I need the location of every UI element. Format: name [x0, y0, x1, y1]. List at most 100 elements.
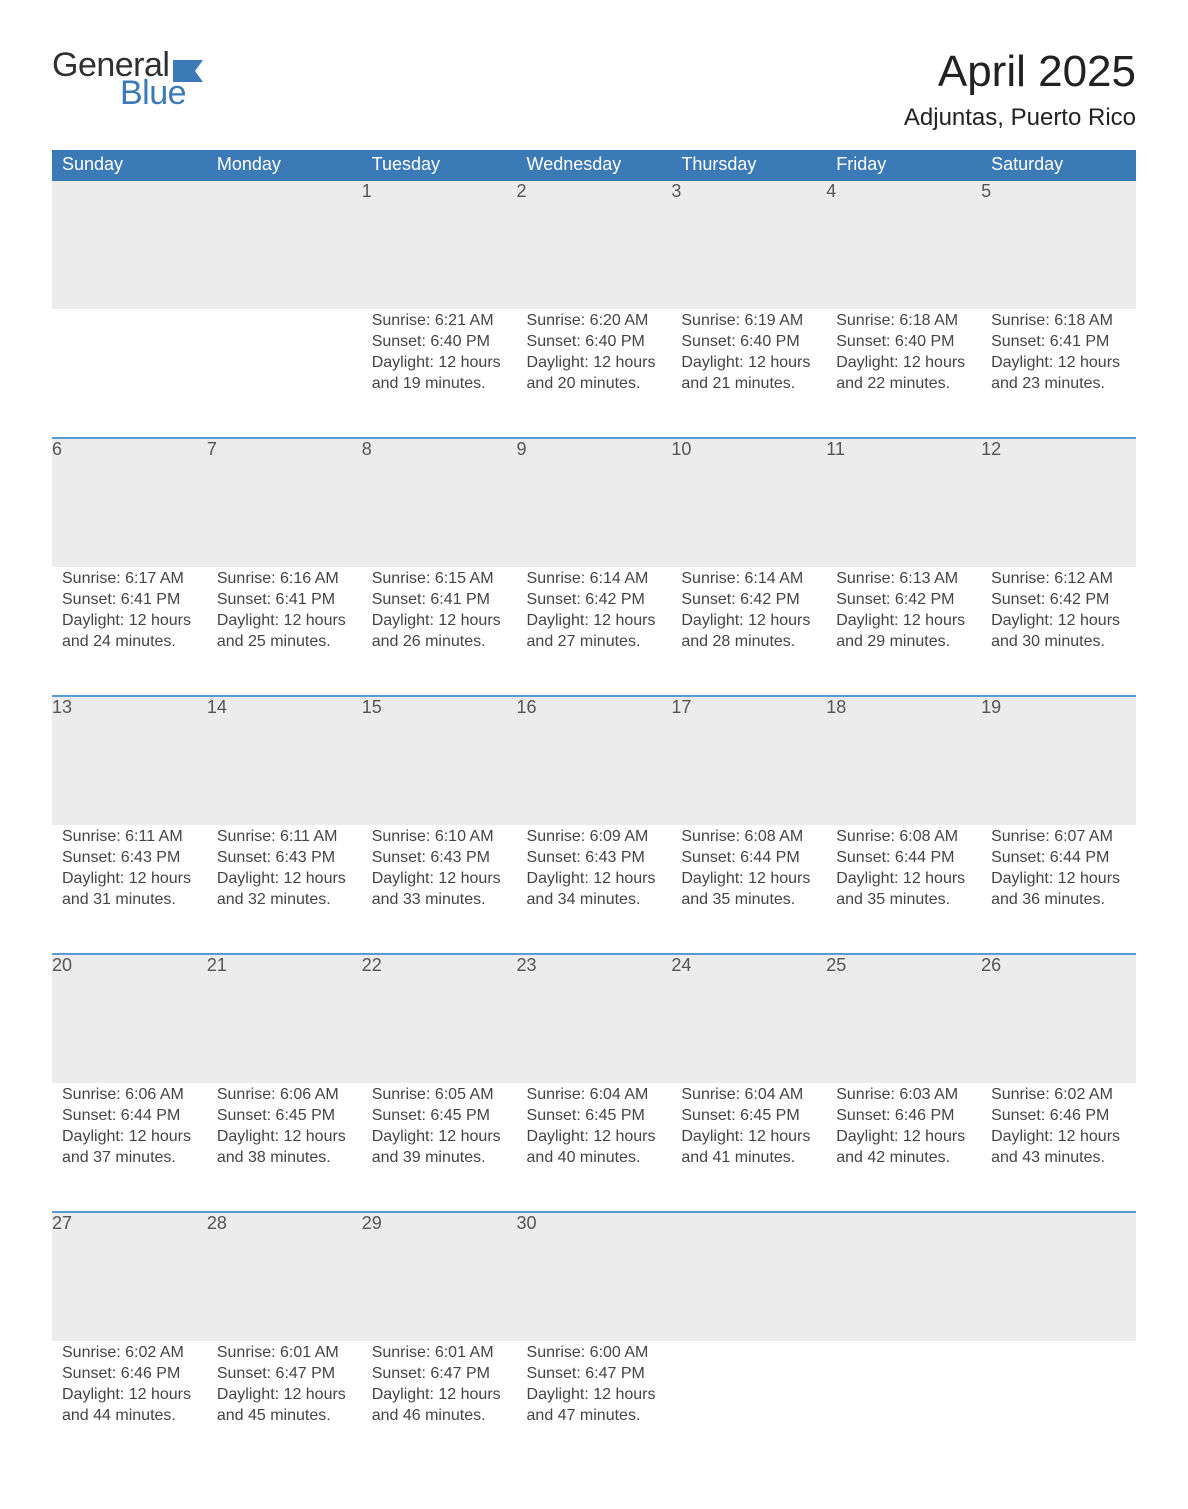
day-number: 9 — [517, 439, 672, 567]
day-number: 15 — [362, 697, 517, 825]
sunrise-text: Sunrise: 6:16 AM — [217, 569, 352, 590]
header-row: General Blue April 2025 Adjuntas, Puerto… — [52, 48, 1136, 132]
weekday-header-row: Sunday Monday Tuesday Wednesday Thursday… — [52, 150, 1136, 181]
sunset-text: Sunset: 6:43 PM — [527, 848, 662, 869]
day-cell: Sunrise: 6:18 AMSunset: 6:41 PMDaylight:… — [981, 309, 1136, 437]
day-cell: Sunrise: 6:04 AMSunset: 6:45 PMDaylight:… — [671, 1083, 826, 1211]
weekday-header: Monday — [207, 150, 362, 181]
sunrise-text: Sunrise: 6:05 AM — [372, 1085, 507, 1106]
weekday-header: Friday — [826, 150, 981, 181]
day-number: 11 — [826, 439, 981, 567]
sunrise-text: Sunrise: 6:18 AM — [991, 311, 1126, 332]
day-number: 29 — [362, 1213, 517, 1341]
day-number: 12 — [981, 439, 1136, 567]
sunset-text: Sunset: 6:43 PM — [217, 848, 352, 869]
sunset-text: Sunset: 6:40 PM — [836, 332, 971, 353]
day-cell: Sunrise: 6:09 AMSunset: 6:43 PMDaylight:… — [517, 825, 672, 953]
day-number: 3 — [671, 181, 826, 309]
day-cell: Sunrise: 6:14 AMSunset: 6:42 PMDaylight:… — [671, 567, 826, 695]
sunrise-text: Sunrise: 6:09 AM — [527, 827, 662, 848]
sunset-text: Sunset: 6:45 PM — [527, 1106, 662, 1127]
daylight-text: Daylight: 12 hours and 46 minutes. — [372, 1385, 507, 1427]
day-cell: Sunrise: 6:07 AMSunset: 6:44 PMDaylight:… — [981, 825, 1136, 953]
title-block: April 2025 Adjuntas, Puerto Rico — [904, 48, 1136, 132]
brand-logo: General Blue — [52, 48, 203, 110]
day-number: 8 — [362, 439, 517, 567]
day-cell — [207, 309, 362, 437]
daylight-text: Daylight: 12 hours and 41 minutes. — [681, 1127, 816, 1169]
day-cell: Sunrise: 6:08 AMSunset: 6:44 PMDaylight:… — [671, 825, 826, 953]
daylight-text: Daylight: 12 hours and 45 minutes. — [217, 1385, 352, 1427]
day-cell: Sunrise: 6:18 AMSunset: 6:40 PMDaylight:… — [826, 309, 981, 437]
day-number: 28 — [207, 1213, 362, 1341]
day-cell: Sunrise: 6:01 AMSunset: 6:47 PMDaylight:… — [362, 1341, 517, 1469]
daylight-text: Daylight: 12 hours and 43 minutes. — [991, 1127, 1126, 1169]
sunrise-text: Sunrise: 6:12 AM — [991, 569, 1126, 590]
sunset-text: Sunset: 6:47 PM — [217, 1364, 352, 1385]
daylight-text: Daylight: 12 hours and 29 minutes. — [836, 611, 971, 653]
sunset-text: Sunset: 6:40 PM — [681, 332, 816, 353]
day-number: 13 — [52, 697, 207, 825]
sunrise-text: Sunrise: 6:19 AM — [681, 311, 816, 332]
daylight-text: Daylight: 12 hours and 35 minutes. — [681, 869, 816, 911]
sunrise-text: Sunrise: 6:13 AM — [836, 569, 971, 590]
day-number: 16 — [517, 697, 672, 825]
day-cell: Sunrise: 6:13 AMSunset: 6:42 PMDaylight:… — [826, 567, 981, 695]
day-cell: Sunrise: 6:11 AMSunset: 6:43 PMDaylight:… — [207, 825, 362, 953]
sunset-text: Sunset: 6:44 PM — [991, 848, 1126, 869]
sunrise-text: Sunrise: 6:07 AM — [991, 827, 1126, 848]
sunrise-text: Sunrise: 6:03 AM — [836, 1085, 971, 1106]
day-number-row: 13141516171819 — [52, 697, 1136, 825]
day-cell: Sunrise: 6:17 AMSunset: 6:41 PMDaylight:… — [52, 567, 207, 695]
daylight-text: Daylight: 12 hours and 47 minutes. — [527, 1385, 662, 1427]
daylight-text: Daylight: 12 hours and 32 minutes. — [217, 869, 352, 911]
day-number — [207, 181, 362, 309]
sunrise-text: Sunrise: 6:10 AM — [372, 827, 507, 848]
day-cell: Sunrise: 6:15 AMSunset: 6:41 PMDaylight:… — [362, 567, 517, 695]
daylight-text: Daylight: 12 hours and 30 minutes. — [991, 611, 1126, 653]
daylight-text: Daylight: 12 hours and 38 minutes. — [217, 1127, 352, 1169]
day-cell: Sunrise: 6:04 AMSunset: 6:45 PMDaylight:… — [517, 1083, 672, 1211]
page-title: April 2025 — [904, 48, 1136, 96]
sunrise-text: Sunrise: 6:14 AM — [527, 569, 662, 590]
day-cell: Sunrise: 6:05 AMSunset: 6:45 PMDaylight:… — [362, 1083, 517, 1211]
sunset-text: Sunset: 6:47 PM — [372, 1364, 507, 1385]
daylight-text: Daylight: 12 hours and 33 minutes. — [372, 869, 507, 911]
daylight-text: Daylight: 12 hours and 27 minutes. — [527, 611, 662, 653]
day-cell — [671, 1341, 826, 1469]
day-number: 6 — [52, 439, 207, 567]
sunrise-text: Sunrise: 6:14 AM — [681, 569, 816, 590]
sunset-text: Sunset: 6:45 PM — [217, 1106, 352, 1127]
sunset-text: Sunset: 6:44 PM — [681, 848, 816, 869]
daylight-text: Daylight: 12 hours and 20 minutes. — [527, 353, 662, 395]
sunrise-text: Sunrise: 6:18 AM — [836, 311, 971, 332]
sunset-text: Sunset: 6:44 PM — [836, 848, 971, 869]
day-number: 21 — [207, 955, 362, 1083]
day-cell: Sunrise: 6:02 AMSunset: 6:46 PMDaylight:… — [52, 1341, 207, 1469]
day-number — [671, 1213, 826, 1341]
day-number: 1 — [362, 181, 517, 309]
day-cell — [981, 1341, 1136, 1469]
brand-word2: Blue — [120, 76, 203, 110]
day-number: 2 — [517, 181, 672, 309]
sunrise-text: Sunrise: 6:11 AM — [217, 827, 352, 848]
day-number-row: 20212223242526 — [52, 955, 1136, 1083]
sunrise-text: Sunrise: 6:21 AM — [372, 311, 507, 332]
daylight-text: Daylight: 12 hours and 44 minutes. — [62, 1385, 197, 1427]
sunset-text: Sunset: 6:41 PM — [62, 590, 197, 611]
day-number-row: 6789101112 — [52, 439, 1136, 567]
day-cell: Sunrise: 6:06 AMSunset: 6:44 PMDaylight:… — [52, 1083, 207, 1211]
daylight-text: Daylight: 12 hours and 23 minutes. — [991, 353, 1126, 395]
day-number: 23 — [517, 955, 672, 1083]
sunset-text: Sunset: 6:46 PM — [836, 1106, 971, 1127]
sunrise-text: Sunrise: 6:01 AM — [217, 1343, 352, 1364]
day-number: 30 — [517, 1213, 672, 1341]
daylight-text: Daylight: 12 hours and 40 minutes. — [527, 1127, 662, 1169]
sunset-text: Sunset: 6:40 PM — [527, 332, 662, 353]
day-number: 20 — [52, 955, 207, 1083]
sunset-text: Sunset: 6:41 PM — [991, 332, 1126, 353]
sunrise-text: Sunrise: 6:02 AM — [991, 1085, 1126, 1106]
sunset-text: Sunset: 6:44 PM — [62, 1106, 197, 1127]
daylight-text: Daylight: 12 hours and 31 minutes. — [62, 869, 197, 911]
day-number: 26 — [981, 955, 1136, 1083]
